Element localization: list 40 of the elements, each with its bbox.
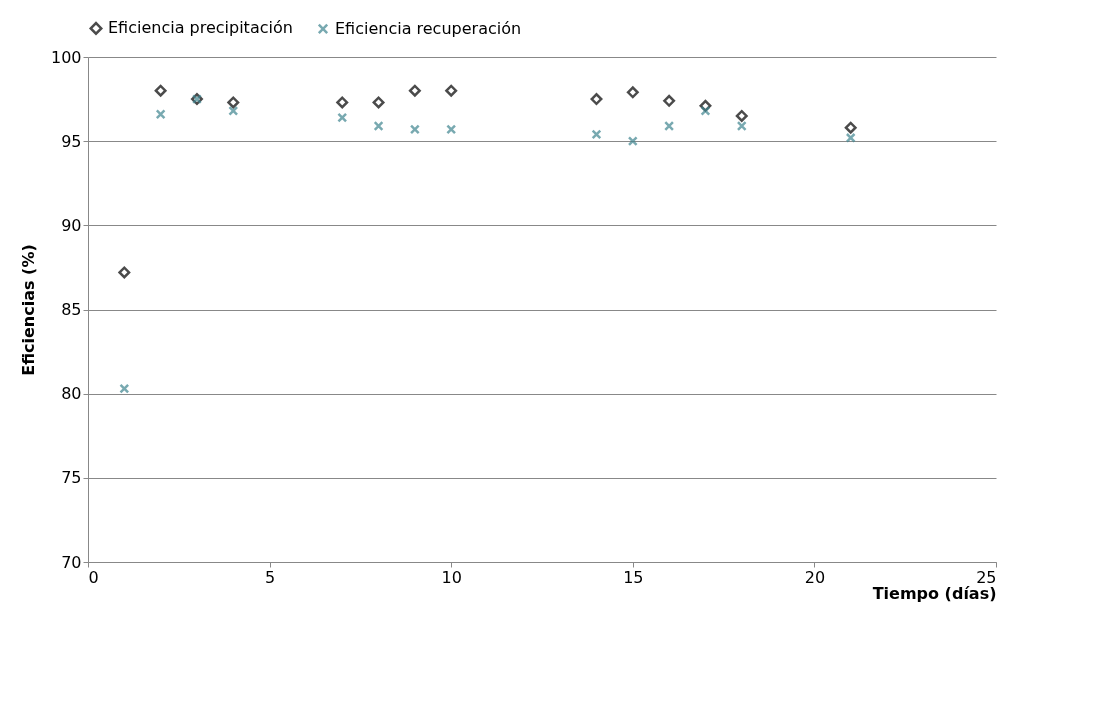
point	[736, 120, 747, 132]
point	[336, 96, 349, 109]
y-tick-label: 95	[61, 131, 82, 151]
y-tick-label: 75	[61, 468, 82, 488]
point	[445, 84, 458, 97]
point	[591, 129, 602, 140]
point	[154, 84, 167, 97]
x-tick-label: 15	[623, 567, 644, 587]
y-tick-label: 100	[50, 47, 82, 67]
x-tick-label: 10	[441, 567, 462, 587]
point	[155, 109, 166, 120]
point	[373, 120, 384, 132]
point	[372, 96, 385, 109]
point	[627, 136, 638, 147]
y-tick-label: 80	[61, 384, 82, 404]
point	[446, 124, 457, 135]
point	[700, 105, 711, 116]
point	[337, 112, 348, 123]
y-axis-title: Eficiencias (%)	[18, 244, 38, 376]
point	[663, 94, 676, 107]
point	[408, 84, 421, 97]
point	[664, 120, 675, 132]
point	[119, 383, 130, 394]
legend-label: Eficiencia precipitación	[108, 18, 293, 38]
legend-label: Eficiencia recuperación	[335, 18, 522, 38]
y-tick-label: 70	[61, 552, 82, 572]
point	[844, 121, 857, 134]
x-tick-label: 5	[265, 567, 276, 587]
x-tick-label: 0	[88, 567, 99, 587]
point	[626, 86, 639, 99]
y-tick-label: 90	[61, 215, 82, 235]
point	[228, 105, 239, 116]
y-tick-label: 85	[61, 300, 82, 319]
x-tick-label: 20	[804, 567, 826, 587]
point	[227, 96, 240, 109]
point	[845, 132, 856, 143]
point	[118, 266, 131, 279]
point	[735, 109, 748, 122]
point	[590, 93, 603, 106]
point	[409, 124, 420, 135]
